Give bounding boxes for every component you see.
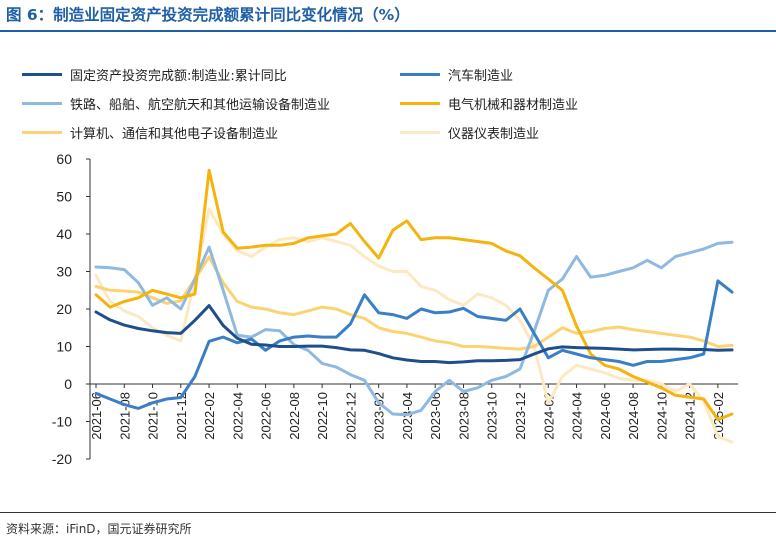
legend-label-2: 铁路、船舶、航空航天和其他运输设备制造业 <box>70 97 331 113</box>
x-tick-label: 2024-10 <box>654 392 669 440</box>
figure-title: 图 6：制造业固定资产投资完成额累计同比变化情况（%） <box>6 6 410 24</box>
y-tick-label: -20 <box>52 451 72 467</box>
x-tick-label: 2021-06 <box>89 392 104 440</box>
x-tick-label: 2024-12 <box>683 392 698 440</box>
series-line-0 <box>94 304 734 365</box>
x-tick-label: 2021-08 <box>117 392 132 440</box>
x-tick-label: 2023-02 <box>372 392 387 440</box>
legend-swatch-4 <box>22 130 62 134</box>
line-chart: -20 -10 0 10 20 30 40 50 60 2021-06 2021-08 2021-10… <box>52 151 738 467</box>
x-tick-label: 2022-06 <box>259 392 274 440</box>
source-note: 资料来源：iFinD，国元证券研究所 <box>6 522 192 536</box>
chart-legend: 固定资产投资完成额:制造业:累计同比 汽车制造业 铁路、船舶、航空航天和其他运输… <box>0 0 776 150</box>
x-tick-label: 2022-12 <box>343 392 358 440</box>
y-tick-label: 0 <box>64 376 72 392</box>
legend-label-0: 固定资产投资完成额:制造业:累计同比 <box>70 68 287 84</box>
legend-item-3: 电气机械和器材制造业 <box>400 93 578 113</box>
legend-label-1: 汽车制造业 <box>448 68 514 84</box>
x-tick-label: 2021-12 <box>174 392 189 440</box>
x-tick-label: 2022-10 <box>315 392 330 440</box>
y-tick-label: 20 <box>56 301 72 317</box>
x-tick-label: 2024-04 <box>570 392 585 440</box>
legend-label-4: 计算机、通信和其他电子设备制造业 <box>70 126 279 142</box>
y-tick-label: 50 <box>56 189 72 205</box>
x-tick-label: 2021-10 <box>146 392 161 440</box>
series-line-2 <box>94 240 734 417</box>
x-tick-label: 2024-02 <box>541 392 556 440</box>
legend-swatch-1 <box>400 72 440 76</box>
y-tick-label: 30 <box>56 264 72 280</box>
legend-label-5: 仪器仪表制造业 <box>448 126 540 142</box>
y-tick-label: -10 <box>52 414 72 430</box>
title-divider <box>0 30 776 32</box>
x-tick-label: 2023-10 <box>485 392 500 440</box>
footer-divider <box>0 512 776 513</box>
legend-swatch-0 <box>22 72 62 76</box>
x-tick-label: 2022-08 <box>287 392 302 440</box>
legend-item-5: 仪器仪表制造业 <box>400 122 539 142</box>
y-tick-label: 10 <box>56 339 72 355</box>
legend-item-2: 铁路、船舶、航空航天和其他运输设备制造业 <box>22 93 330 113</box>
legend-item-4: 计算机、通信和其他电子设备制造业 <box>22 122 278 142</box>
y-tick-label: 40 <box>56 226 72 242</box>
y-tick-label: 60 <box>56 151 72 167</box>
x-tick-label: 2024-08 <box>626 392 641 440</box>
x-tick-label: 2022-04 <box>230 392 245 440</box>
series-line-4 <box>94 255 734 351</box>
x-tick-label: 2023-06 <box>428 392 443 440</box>
series-line-1 <box>94 279 734 410</box>
x-tick-label: 2023-08 <box>456 392 471 440</box>
legend-label-3: 电气机械和器材制造业 <box>448 97 579 113</box>
legend-swatch-3 <box>400 101 440 105</box>
legend-swatch-2 <box>22 101 62 105</box>
legend-item-1: 汽车制造业 <box>400 64 513 84</box>
x-tick-label: 2024-06 <box>598 392 613 440</box>
legend-swatch-5 <box>400 130 440 134</box>
legend-item-0: 固定资产投资完成额:制造业:累计同比 <box>22 64 287 84</box>
x-tick-label: 2023-12 <box>513 392 528 440</box>
series-line-3 <box>94 168 734 422</box>
x-tick-label: 2022-02 <box>202 392 217 440</box>
